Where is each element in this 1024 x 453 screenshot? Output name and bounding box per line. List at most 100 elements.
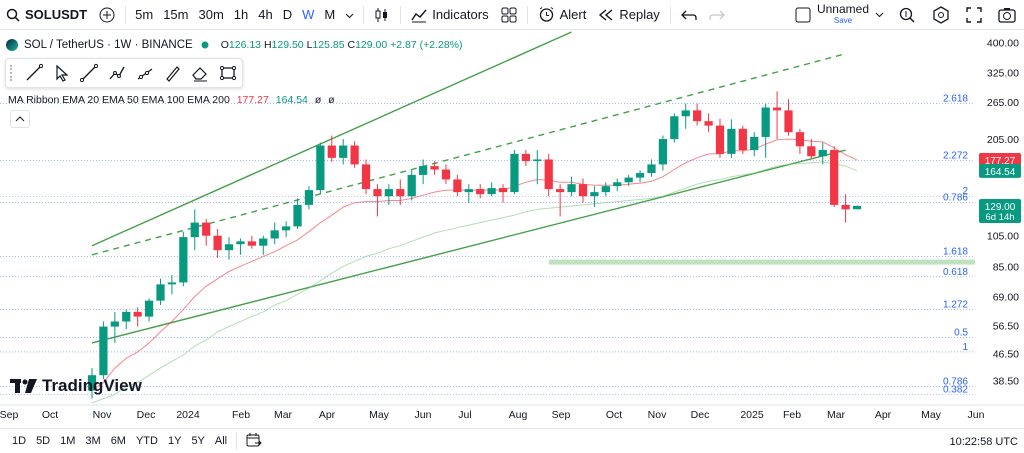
range-5d[interactable]: 5D xyxy=(36,435,51,447)
chart-type-button[interactable] xyxy=(368,0,396,30)
range-5y[interactable]: 5Y xyxy=(191,435,205,447)
ray-icon xyxy=(137,68,153,80)
ma-ribbon-legend[interactable]: MA Ribbon EMA 20 EMA 50 EMA 100 EMA 200 … xyxy=(8,94,335,106)
collapse-legend-button[interactable] xyxy=(10,110,30,128)
layout-menu[interactable]: Unnamed Save xyxy=(789,3,890,27)
indicators-button[interactable]: Indicators xyxy=(405,0,494,30)
range-3m[interactable]: 3M xyxy=(85,435,101,447)
candle-body xyxy=(339,145,348,158)
layout-name: Unnamed xyxy=(816,2,869,16)
brush-tool[interactable] xyxy=(159,60,187,86)
timeframe-15m[interactable]: 15m xyxy=(163,7,189,22)
layout-square-icon xyxy=(795,7,811,23)
candle-body xyxy=(658,139,668,165)
timeframe-dropdown[interactable] xyxy=(340,7,359,22)
range-1m[interactable]: 1M xyxy=(60,435,76,447)
divider xyxy=(400,5,402,24)
divider xyxy=(669,5,671,24)
candle-body xyxy=(544,159,553,190)
alert-label: Alert xyxy=(559,7,587,22)
candle-body xyxy=(419,166,428,175)
candle-body xyxy=(87,375,97,391)
range-all[interactable]: All xyxy=(214,435,228,447)
utc-clock[interactable]: 10:22:58 UTC xyxy=(949,436,1018,448)
candle-body xyxy=(270,230,279,239)
settings-button[interactable] xyxy=(924,0,958,30)
legend-title[interactable]: SOL / TetherUS · 1W · BINANCE xyxy=(24,39,193,51)
time-axis-label: Mar xyxy=(827,409,846,421)
candle-body xyxy=(590,192,599,197)
time-axis-label: Dec xyxy=(137,409,156,421)
candle-body xyxy=(350,145,359,165)
rectangle-tool[interactable] xyxy=(214,60,242,86)
replay-button[interactable]: Replay xyxy=(592,0,665,30)
price-tag xyxy=(979,153,1021,168)
add-circle-icon xyxy=(99,7,115,22)
fullscreen-button[interactable] xyxy=(958,0,990,30)
timeframe-d[interactable]: D xyxy=(282,7,293,22)
range-6m[interactable]: 6M xyxy=(110,435,126,447)
candle-body xyxy=(556,189,565,193)
ray-tool[interactable] xyxy=(131,60,159,86)
candle-body xyxy=(476,189,485,195)
rectangle-icon xyxy=(219,65,237,81)
candle-body xyxy=(133,311,142,317)
fib-level-label: 0.786 xyxy=(943,376,968,387)
fib-level-label: 0.786 xyxy=(943,193,968,204)
compare-symbol-button[interactable] xyxy=(93,0,121,30)
timeframe-5m[interactable]: 5m xyxy=(135,7,154,22)
layout-text: Unnamed Save xyxy=(817,3,869,27)
candle-body xyxy=(681,110,690,117)
candle-body xyxy=(144,300,154,317)
redo-icon xyxy=(709,10,725,20)
range-ytd[interactable]: YTD xyxy=(135,435,158,447)
divider xyxy=(526,5,528,24)
timeframe-30m[interactable]: 30m xyxy=(198,7,224,22)
eraser-tool[interactable] xyxy=(186,60,214,86)
time-axis-label: Oct xyxy=(606,409,622,421)
range-1y[interactable]: 1Y xyxy=(167,435,182,447)
fib-level-label: 0.5 xyxy=(954,327,968,338)
price-axis-label: 265.00 xyxy=(987,97,1019,109)
time-axis-label: Nov xyxy=(648,409,667,421)
drawing-toolbar xyxy=(5,58,243,88)
line-tool[interactable] xyxy=(75,60,103,86)
drag-handle[interactable] xyxy=(10,65,16,81)
candle-body xyxy=(99,326,108,376)
candle-body xyxy=(441,169,451,180)
price-axis-label: 38.50 xyxy=(993,376,1019,388)
price-chart[interactable]: 2.6182.27220.7861.6180.6181.2720.510.786… xyxy=(0,30,1024,423)
timeframe-m[interactable]: M xyxy=(324,7,336,22)
rewind-icon xyxy=(599,8,613,21)
symbol-search[interactable]: SOLUSDT xyxy=(0,0,93,30)
templates-button[interactable] xyxy=(495,0,523,30)
snapshot-button[interactable] xyxy=(990,0,1024,30)
undo-button[interactable] xyxy=(675,0,703,30)
fib-level-label: 1.272 xyxy=(943,300,968,311)
candle-body xyxy=(293,204,302,227)
timeframe-1h[interactable]: 1h xyxy=(233,7,249,22)
candle-body xyxy=(704,121,713,126)
redo-button[interactable] xyxy=(703,0,731,30)
trendline-tool[interactable] xyxy=(20,60,48,86)
close-value: 129.00 xyxy=(355,39,388,51)
ema-line xyxy=(91,161,858,404)
quick-search-button[interactable] xyxy=(890,0,924,30)
candle-body xyxy=(167,282,177,285)
fib-level-label: 0.382 xyxy=(943,384,968,395)
timeframe-4h[interactable]: 4h xyxy=(258,7,273,22)
cursor-tool[interactable] xyxy=(48,60,76,86)
path-tool[interactable] xyxy=(103,60,131,86)
candle-body xyxy=(247,241,256,246)
time-axis-label: Sep xyxy=(552,409,571,421)
layout-save: Save xyxy=(833,16,853,25)
candle-body xyxy=(761,107,770,137)
alert-button[interactable]: Alert xyxy=(532,0,593,30)
time-axis-label: May xyxy=(369,409,390,421)
time-axis-label: Sep xyxy=(0,409,18,421)
range-1d[interactable]: 1D xyxy=(12,435,27,447)
time-axis-label: Feb xyxy=(232,409,250,421)
timeframe-w[interactable]: W xyxy=(302,7,315,22)
goto-date-button[interactable] xyxy=(241,432,267,451)
time-axis-label: Oct xyxy=(42,409,58,421)
